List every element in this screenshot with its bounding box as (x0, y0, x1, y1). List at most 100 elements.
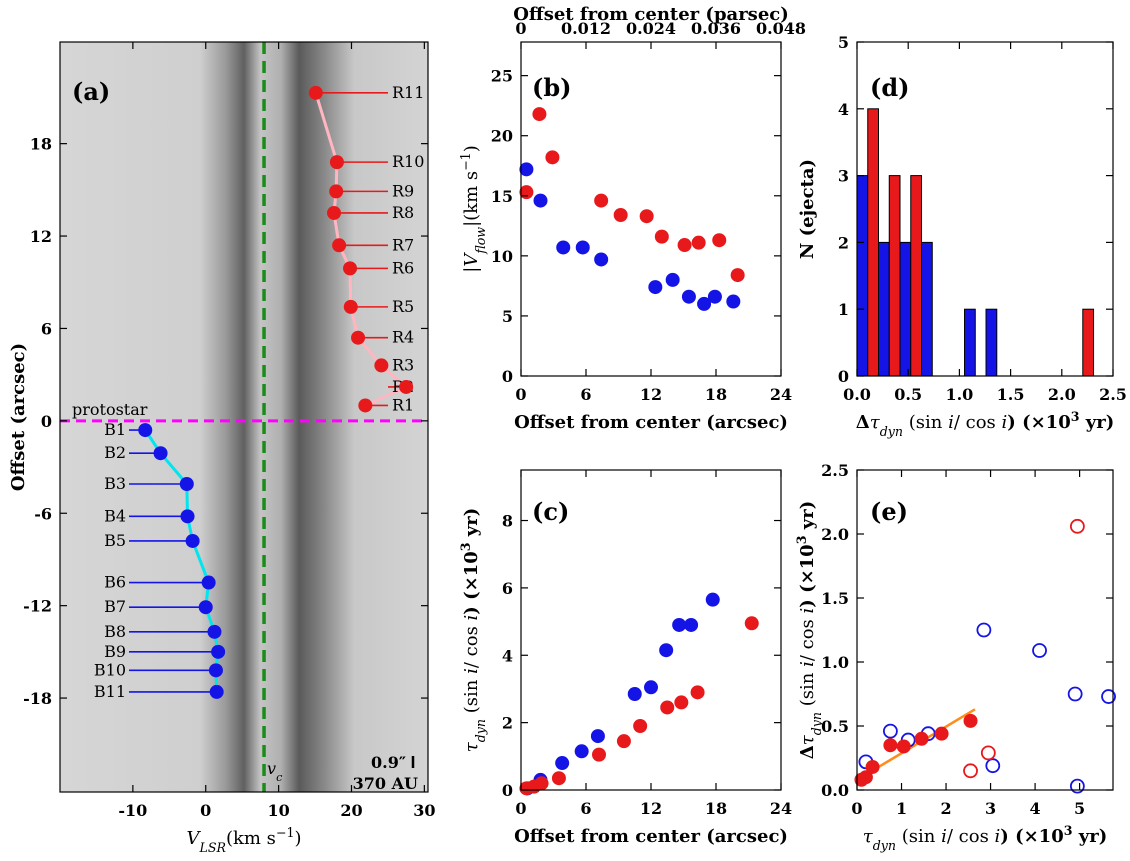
point (976, 622, 992, 638)
bar (856, 175, 869, 377)
label-part: i (948, 412, 954, 433)
label-part: i (461, 668, 482, 674)
label-part: i (995, 826, 1001, 847)
x2-tick-label: 0.024 (626, 19, 676, 38)
point-label: R8 (392, 203, 414, 222)
x-axis-label: τdyn (sin i/ cos i) (×103 yr) (863, 823, 1107, 853)
label-part: i (1002, 412, 1008, 433)
point (138, 423, 153, 438)
point (207, 624, 222, 639)
label-part: 3 (1064, 823, 1073, 838)
point (865, 759, 880, 774)
y-tick-label: 0 (502, 367, 513, 386)
point (726, 294, 741, 309)
bar (1082, 308, 1095, 377)
point (883, 738, 898, 753)
label-part: i (797, 661, 818, 667)
label-part: V (461, 252, 482, 267)
point (399, 379, 414, 394)
point (329, 155, 344, 170)
label-part: (sin (797, 667, 818, 712)
label-part: Δ (797, 745, 818, 759)
label-part: −1 (458, 152, 473, 171)
point (179, 476, 194, 491)
point (594, 193, 609, 208)
label-part: / cos (954, 412, 1002, 433)
point (882, 723, 898, 739)
point-label: B6 (104, 573, 126, 592)
point-label: B2 (104, 443, 126, 462)
point (1069, 518, 1085, 534)
x-tick-label: 2.5 (1099, 385, 1127, 404)
point (351, 330, 366, 345)
point (590, 729, 605, 744)
y-axis-label: |Vflow|(km s−1) (458, 145, 488, 272)
point (633, 719, 648, 733)
label-part: (sin (461, 674, 482, 719)
label-part: yr) (1079, 412, 1114, 433)
label-part: / cos (461, 620, 482, 668)
point (208, 663, 223, 678)
panel-label: (b) (532, 73, 572, 102)
point (690, 685, 705, 700)
point (201, 575, 216, 590)
point-label: R3 (392, 355, 414, 374)
point (551, 771, 566, 786)
reference-label: protostar (72, 400, 148, 419)
x2-tick-label: 0.048 (756, 19, 806, 38)
label-part: | (461, 267, 482, 273)
point (556, 240, 571, 255)
y-tick-label: 4 (838, 100, 849, 119)
y-tick-label: -18 (23, 689, 52, 708)
point (672, 617, 687, 632)
x-tick-label: 4 (1030, 799, 1041, 818)
panel-label: (e) (870, 497, 908, 526)
point-label: B1 (104, 420, 126, 439)
label-part: yr) (461, 508, 482, 543)
point (674, 695, 689, 710)
label-part: dyn (880, 424, 903, 439)
point (343, 261, 358, 276)
panel-label: (d) (870, 73, 910, 102)
x-tick-label: 3 (985, 799, 996, 818)
point (574, 744, 589, 759)
label-part: ) (295, 828, 302, 849)
y-tick-label: 20 (491, 127, 513, 146)
point (185, 533, 200, 548)
point (534, 776, 549, 791)
scale-label: 370 AU (353, 774, 418, 793)
point (677, 238, 692, 253)
x-tick-label: 18 (705, 799, 727, 818)
y-tick-label: 6 (502, 579, 513, 598)
point-label: B10 (94, 660, 126, 679)
point (532, 107, 547, 122)
y-tick-label: 10 (491, 247, 513, 266)
y-tick-label: 2.0 (821, 525, 849, 544)
y-tick-label: 12 (30, 227, 52, 246)
x-axis-label: Offset from center (arcsec) (514, 412, 788, 433)
y-tick-label: 15 (491, 187, 513, 206)
point (934, 726, 949, 741)
y-tick-label: -6 (34, 504, 52, 523)
panel (854, 469, 1116, 794)
point (659, 643, 674, 658)
label-part: dyn (809, 712, 824, 735)
label-part: dyn (873, 838, 896, 853)
scale-label: 0.9″ (371, 753, 406, 772)
label-part: i (461, 615, 482, 621)
y-tick-label: 3 (838, 167, 849, 186)
y-tick-label: 0 (502, 781, 513, 800)
x-tick-label: 24 (770, 385, 792, 404)
point (616, 734, 631, 749)
label-part: v (267, 759, 276, 778)
point-label: B11 (94, 682, 126, 701)
x-tick-label: 2.0 (1048, 385, 1076, 404)
point (963, 713, 978, 728)
x-tick-label: 0 (200, 801, 211, 820)
x-tick-label: 1.0 (945, 385, 973, 404)
x-tick-label: 5 (1074, 799, 1085, 818)
point (198, 600, 213, 615)
bar (899, 241, 912, 377)
y-tick-label: 25 (491, 67, 513, 86)
label-part: i (797, 608, 818, 614)
